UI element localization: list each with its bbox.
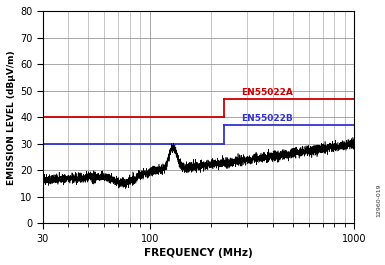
Y-axis label: EMISSION LEVEL (dBμV/m): EMISSION LEVEL (dBμV/m) [7, 50, 16, 184]
Text: EN55022B: EN55022B [241, 114, 293, 123]
Text: 12960-019: 12960-019 [377, 184, 382, 217]
Text: EN55022A: EN55022A [241, 88, 293, 97]
X-axis label: FREQUENCY (MHz): FREQUENCY (MHz) [144, 248, 253, 258]
